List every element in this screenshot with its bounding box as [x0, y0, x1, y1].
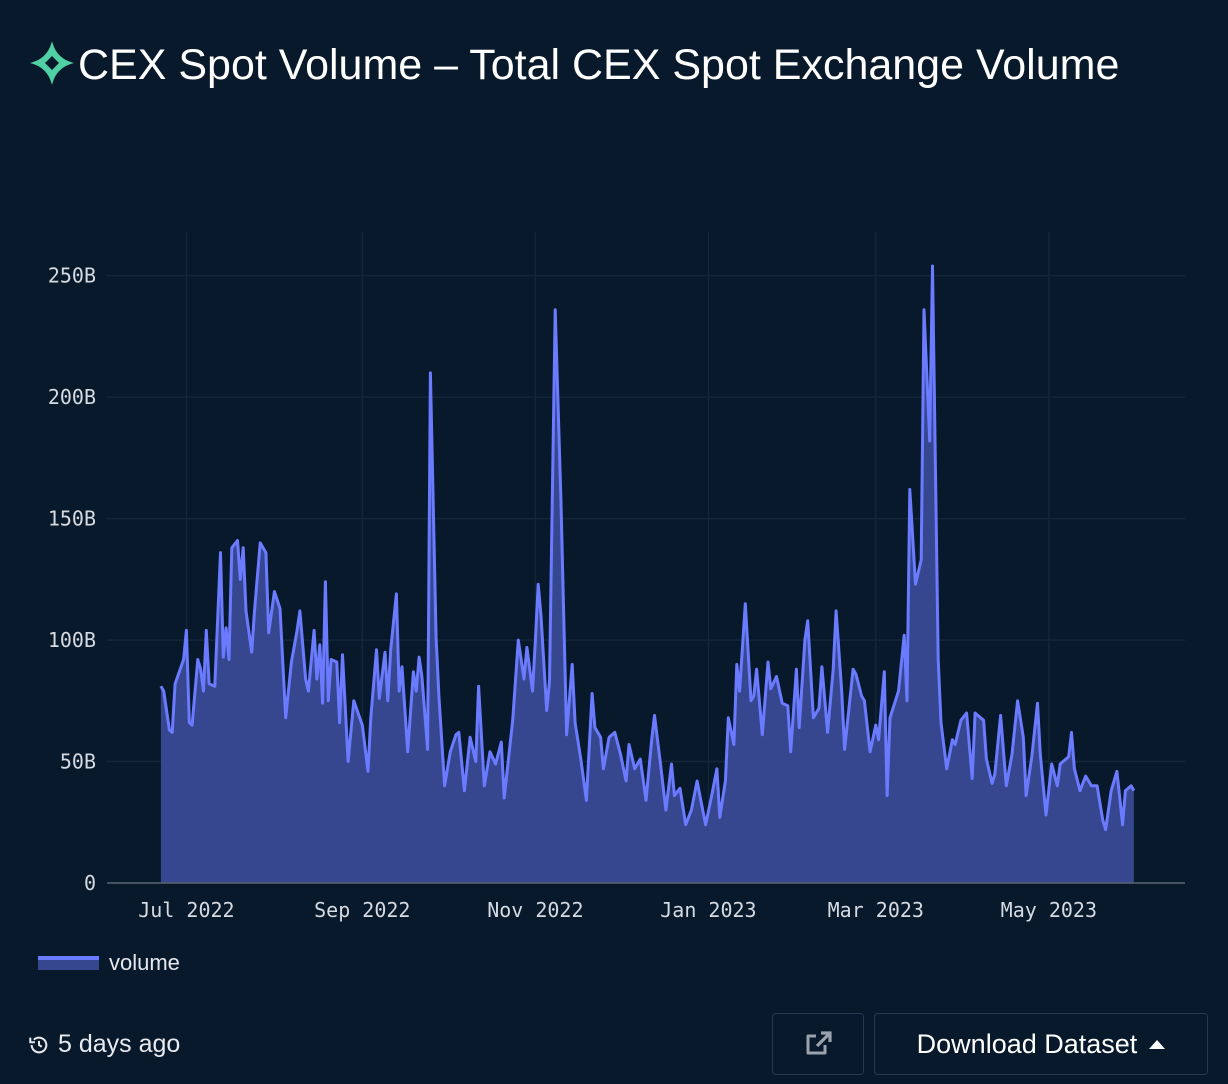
x-tick-label: Nov 2022 — [487, 898, 583, 922]
external-link-icon — [806, 1031, 832, 1055]
caret-up-icon — [1149, 1039, 1166, 1049]
download-dataset-button[interactable]: Download Dataset — [874, 1013, 1208, 1075]
x-tick-label: Sep 2022 — [314, 898, 410, 922]
y-tick-label: 0 — [84, 871, 96, 895]
history-icon — [29, 1036, 48, 1053]
y-tick-label: 200B — [48, 385, 96, 409]
x-tick-label: Jan 2023 — [660, 898, 756, 922]
chart-title: CEX Spot Volume – Total CEX Spot Exchang… — [28, 24, 1148, 106]
x-tick-label: Mar 2023 — [828, 898, 924, 922]
four-point-star-logo-icon — [30, 41, 74, 85]
last-updated: 5 days ago — [28, 1030, 180, 1059]
legend[interactable]: volume — [38, 950, 180, 976]
y-tick-label: 250B — [48, 264, 96, 288]
y-axis: 0 50B 100B 150B 200B 250B — [48, 264, 96, 895]
volume-area-chart: Jul 2022 Sep 2022 Nov 2022 Jan 2023 Mar 2023… — [48, 232, 1185, 922]
y-tick-label: 150B — [48, 507, 96, 531]
download-dataset-label: Download Dataset — [916, 1028, 1138, 1059]
open-external-button[interactable] — [772, 1013, 864, 1075]
x-tick-label: May 2023 — [1001, 898, 1097, 922]
y-tick-label: 100B — [48, 628, 96, 652]
chart-title-text: CEX Spot Volume – Total CEX Spot Exchang… — [78, 41, 1120, 89]
y-tick-label: 50B — [60, 750, 96, 774]
x-tick-label: Jul 2022 — [138, 898, 234, 922]
legend-swatch-volume — [38, 956, 99, 970]
x-axis: Jul 2022 Sep 2022 Nov 2022 Jan 2023 Mar 2023… — [107, 882, 1185, 922]
last-updated-text: 5 days ago — [58, 1030, 181, 1058]
plot-area — [159, 264, 1136, 883]
legend-label-volume: volume — [109, 950, 180, 975]
